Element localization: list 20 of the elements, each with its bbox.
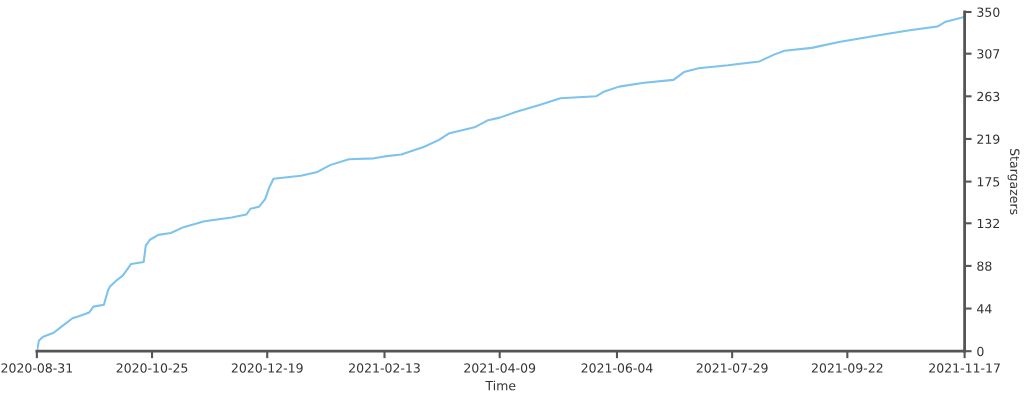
- y-tick-label: 175: [977, 177, 1000, 187]
- y-tick-label: 263: [977, 91, 1000, 102]
- x-tick-label: 2021-11-17: [929, 363, 1000, 373]
- x-tick-label: 2020-12-19: [231, 363, 303, 373]
- y-tick-label: 0: [977, 346, 984, 357]
- x-tick-label: 2021-04-09: [464, 363, 536, 373]
- x-tick-label: 2021-06-04: [581, 363, 653, 373]
- y-tick-label: 44: [977, 304, 992, 314]
- x-tick-label: 2021-02-13: [349, 363, 420, 373]
- y-tick-label: 88: [977, 261, 992, 271]
- y-tick-label: 350: [977, 7, 1000, 17]
- x-tick-label: 2020-08-31: [1, 363, 73, 373]
- x-tick-label: 2021-09-22: [811, 363, 883, 373]
- y-axis-title: Stargazers: [1007, 148, 1020, 215]
- y-tick-label: 132: [977, 218, 1000, 229]
- y-tick-label: 307: [977, 49, 1000, 59]
- y-tick-label: 219: [977, 134, 1000, 144]
- x-axis-title: Time: [485, 380, 516, 391]
- x-tick-label: 2020-10-25: [116, 363, 188, 373]
- x-tick-label: 2021-07-29: [696, 363, 768, 373]
